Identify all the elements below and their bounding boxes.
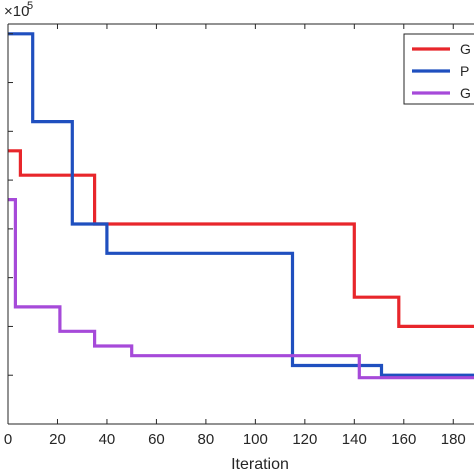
- legend: GPG: [403, 33, 474, 105]
- series-line-2: [8, 198, 474, 380]
- legend-label-1: P: [460, 63, 469, 79]
- y-exponent-base: ×10: [4, 3, 29, 20]
- axes-layer: 0 20 40 60 80 100 120 140 160 180 Iteration ×105: [4, 0, 474, 473]
- x-tick-label: 120: [292, 431, 317, 448]
- series-line-0: [8, 149, 474, 328]
- x-tick-label: 20: [49, 431, 66, 448]
- series-line-1: [8, 32, 474, 377]
- x-tick-label: 60: [148, 431, 165, 448]
- x-tick-label: 160: [391, 431, 416, 448]
- x-tick-label: 140: [342, 431, 367, 448]
- legend-label-0: G: [460, 41, 471, 57]
- y-exponent-power: 5: [27, 0, 33, 12]
- x-axis-label: Iteration: [231, 456, 289, 473]
- x-tick-label: 0: [4, 431, 12, 448]
- x-tick-label: 40: [99, 431, 116, 448]
- legend-label-2: G: [460, 85, 471, 101]
- x-tick-label: 100: [243, 431, 268, 448]
- x-tick-label: 80: [198, 431, 215, 448]
- x-tick-label: 180: [441, 431, 466, 448]
- series-layer: [8, 32, 474, 380]
